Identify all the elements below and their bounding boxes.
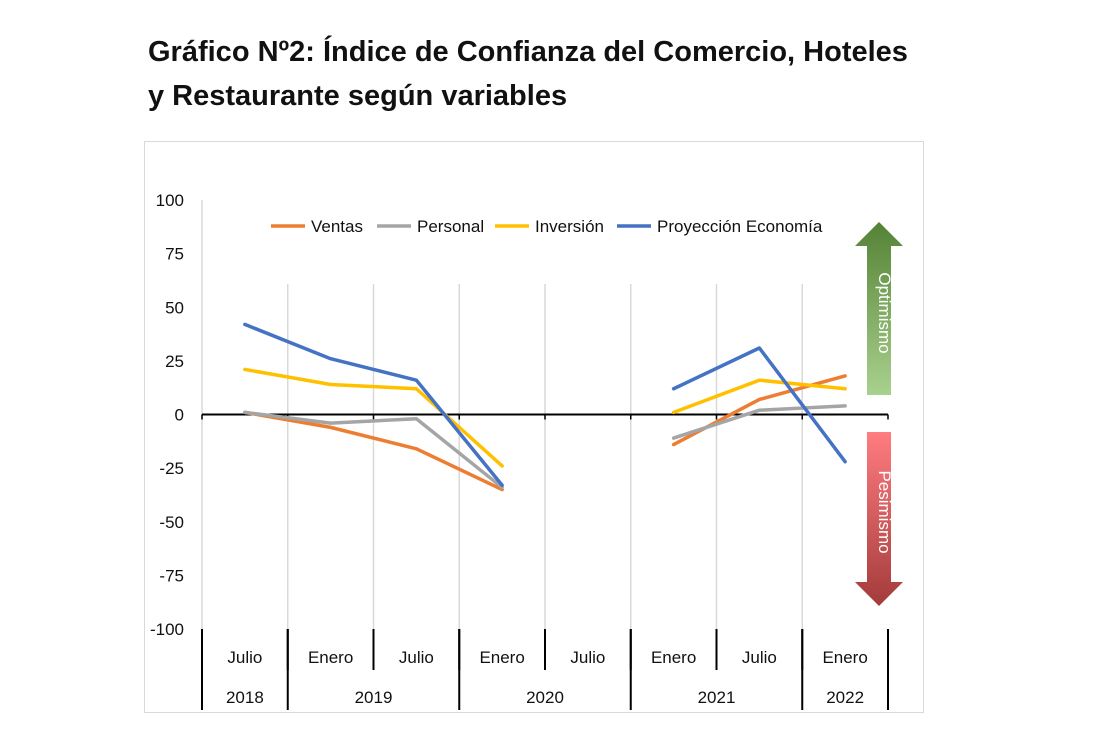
optimism-arrow (855, 222, 903, 395)
axes: 100 75 50 25 0 -25 -50 -75 -100 Julio Enero Julio En… (150, 191, 889, 710)
pessimism-label: Pesimismo (875, 470, 894, 553)
y-tick-label: 75 (165, 245, 184, 264)
year-label: 2020 (526, 688, 564, 707)
x-tick-label: Enero (651, 648, 696, 667)
year-label: 2019 (355, 688, 393, 707)
series-lines (243, 322, 847, 492)
year-label: 2022 (826, 688, 864, 707)
pessimism-arrow (855, 432, 903, 606)
y-tick-label: -100 (150, 620, 184, 639)
legend: Ventas Personal Inversión Proyección Econom… (271, 217, 823, 236)
series-line-proyecci-n-econom-a (671, 346, 847, 464)
y-tick-label: 50 (165, 298, 184, 317)
optimism-label: Optimismo (875, 272, 894, 353)
legend-label: Personal (417, 217, 484, 236)
chart-frame (144, 141, 924, 713)
series-line-ventas (243, 410, 504, 492)
year-label: 2018 (226, 688, 264, 707)
year-label: 2021 (698, 688, 736, 707)
chart-title-line2: y Restaurante según variables (148, 80, 568, 112)
sentiment-arrows: Optimismo Pesimismo (855, 222, 903, 606)
y-tick-label: 0 (175, 406, 184, 425)
y-tick-label: -25 (159, 459, 184, 478)
chart-title-line1: Gráfico Nº2: Índice de Confianza del Com… (148, 36, 908, 68)
y-tick-label: -75 (159, 566, 184, 585)
x-tick-label: Enero (822, 648, 867, 667)
series-line-inversi-n (671, 378, 847, 415)
series-line-inversi-n (243, 367, 504, 468)
x-tick-label: Enero (308, 648, 353, 667)
x-tick-label: Enero (479, 648, 524, 667)
legend-label: Inversión (535, 217, 604, 236)
x-tick-label: Julio (742, 648, 777, 667)
y-tick-label: -50 (159, 513, 184, 532)
x-tick-label: Julio (227, 648, 262, 667)
legend-label: Ventas (311, 217, 363, 236)
y-tick-label: 25 (165, 352, 184, 371)
legend-label: Proyección Economía (657, 217, 823, 236)
gridlines (201, 200, 803, 629)
chart-title: Gráfico Nº2: Índice de Confianza del Com… (148, 30, 1048, 118)
x-tick-label: Julio (399, 648, 434, 667)
x-tick-label: Julio (570, 648, 605, 667)
series-line-proyecci-n-econom-a (243, 322, 504, 488)
series-line-personal (671, 404, 847, 440)
series-line-personal (243, 410, 504, 490)
y-tick-label: 100 (156, 191, 184, 210)
